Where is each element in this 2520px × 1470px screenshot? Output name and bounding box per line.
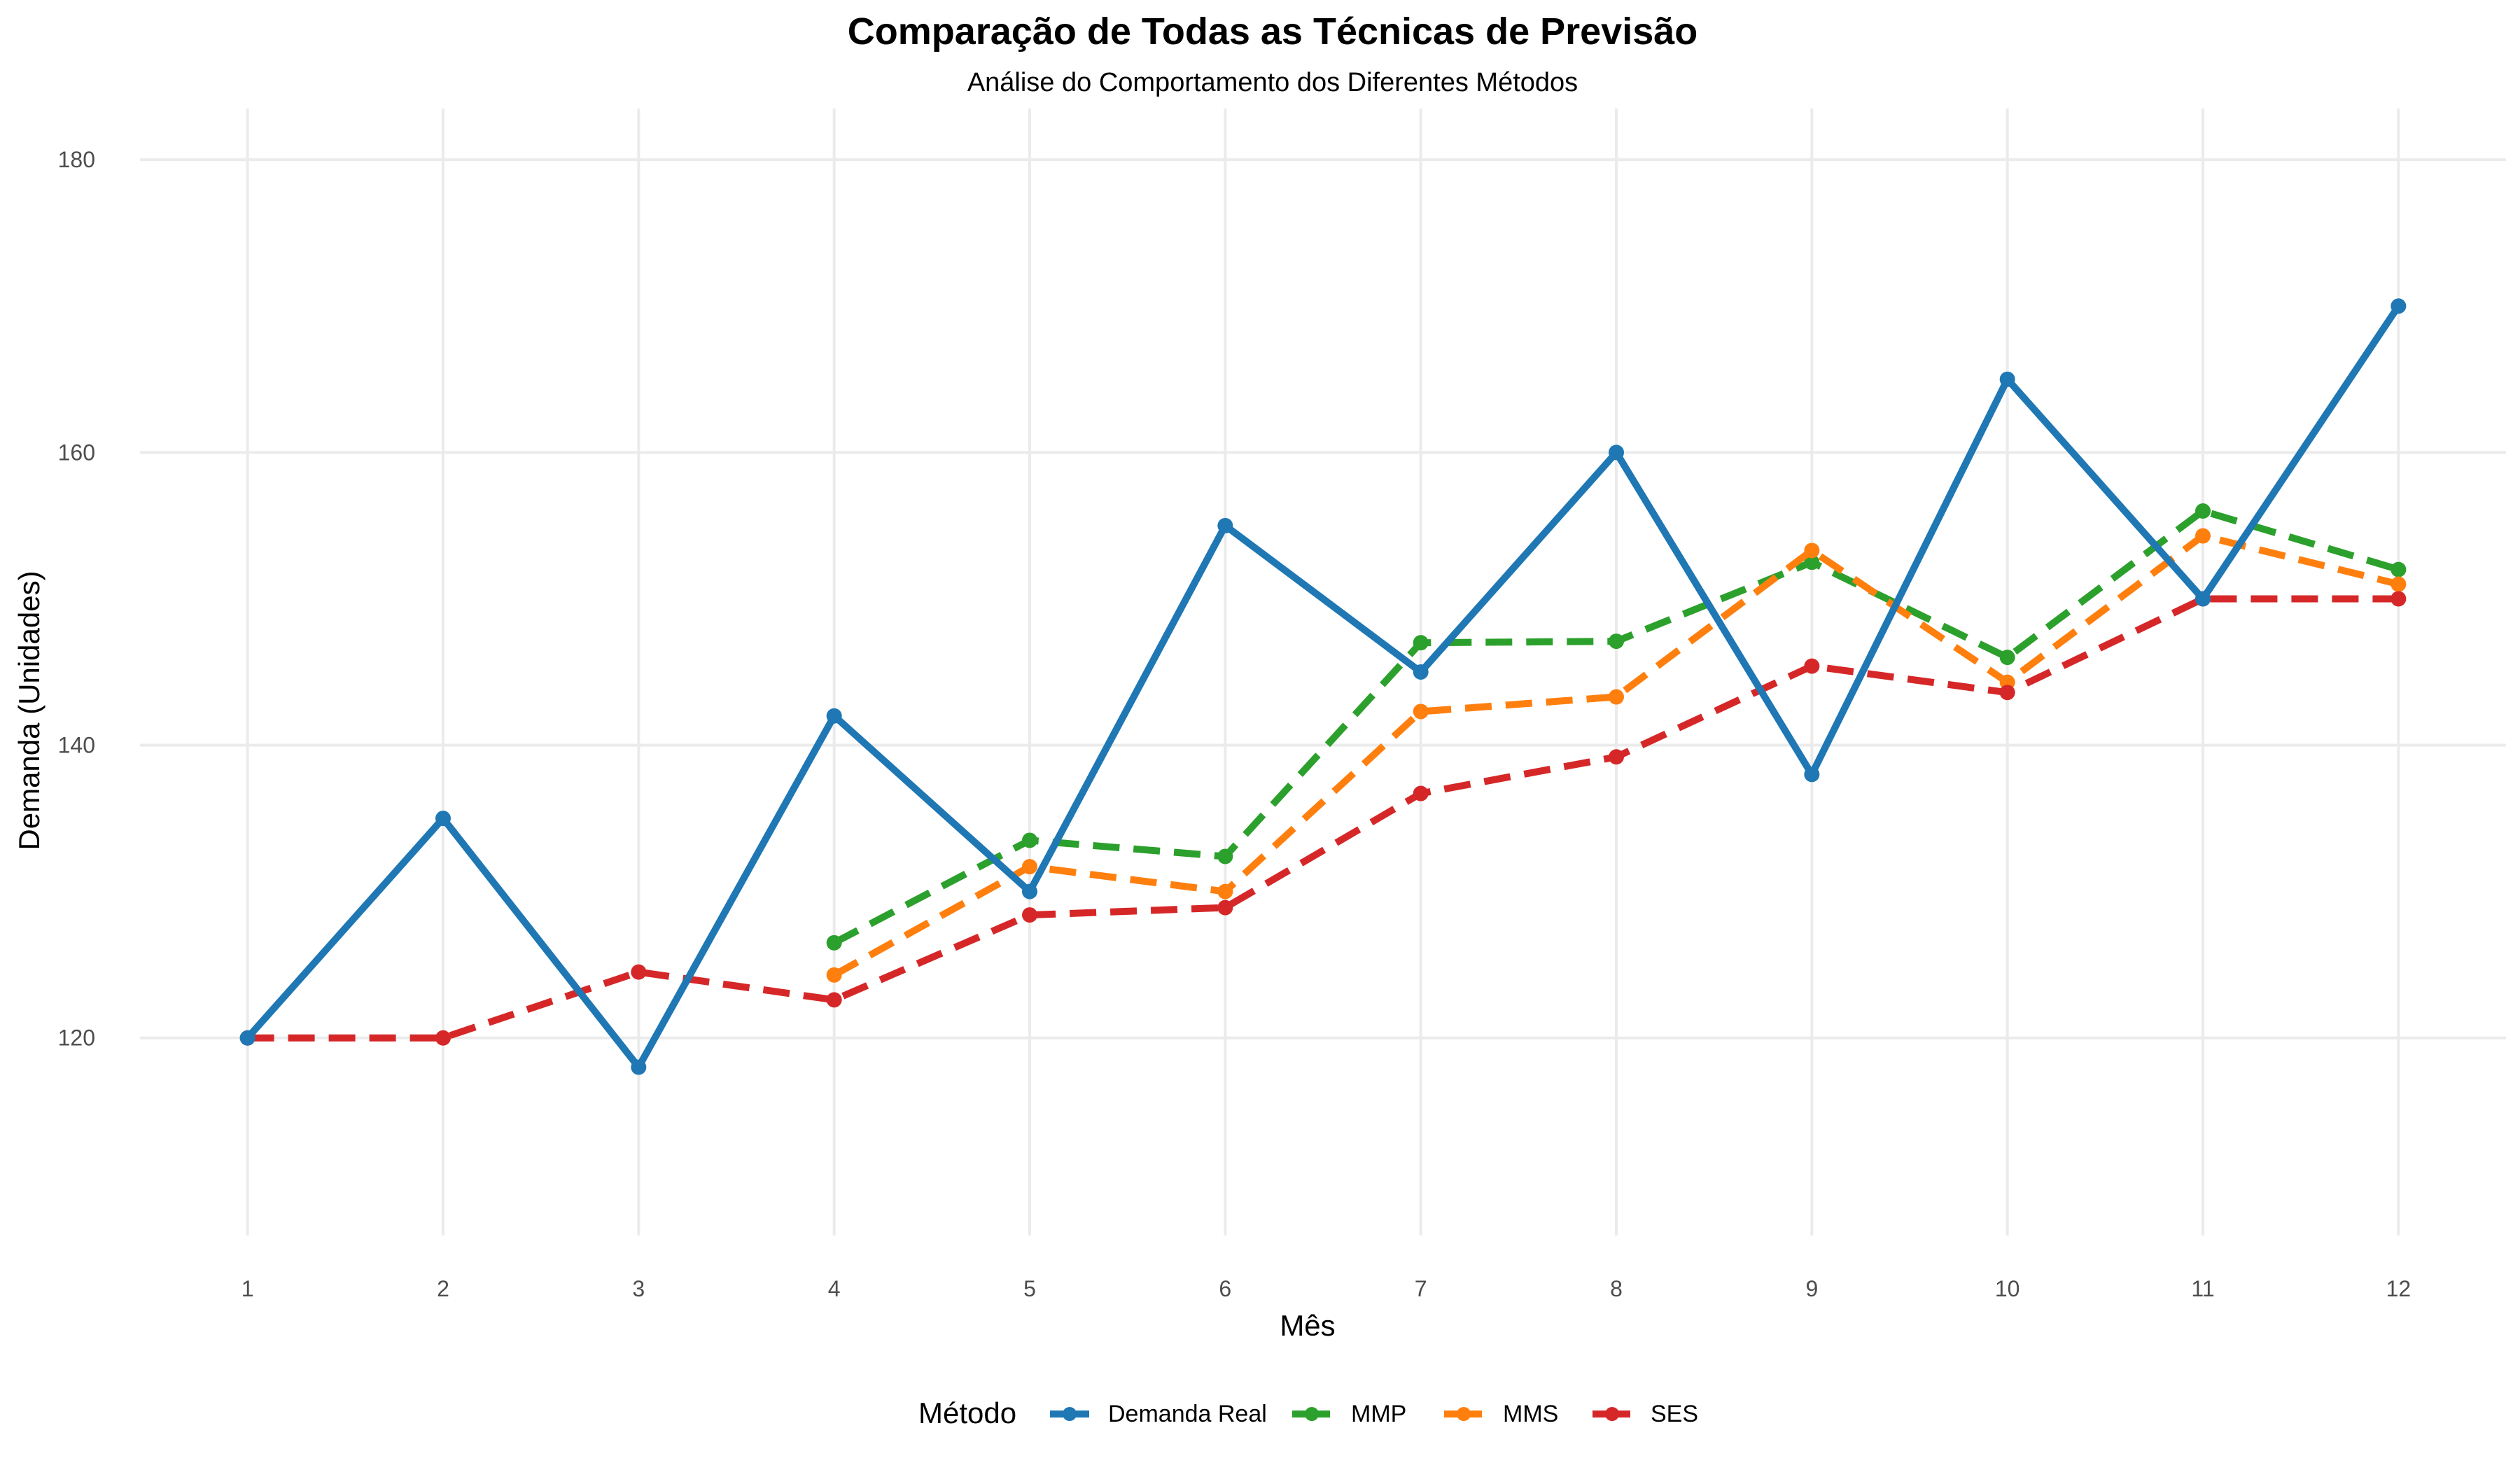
point-mms [826, 967, 842, 983]
point-demanda-real [1999, 371, 2015, 387]
chart-title: Comparação de Todas as Técnicas de Previ… [848, 10, 1698, 52]
series-layer [239, 298, 2407, 1075]
point-mmp [826, 934, 842, 951]
legend-item-mms: MMS [1444, 1401, 1558, 1427]
point-ses [1021, 907, 1037, 923]
x-tick-label: 6 [1219, 1276, 1231, 1301]
x-tick-label: 9 [1805, 1276, 1818, 1301]
point-demanda-real [435, 811, 451, 827]
point-ses [1609, 749, 1625, 765]
point-mms [1609, 689, 1625, 705]
series-ses [239, 591, 2407, 1046]
point-mmp [1413, 635, 1429, 651]
legend-key-point [1063, 1407, 1077, 1421]
x-tick-label: 2 [437, 1276, 449, 1301]
point-mms [1413, 704, 1429, 720]
point-mmp [1999, 650, 2015, 666]
series-mms [826, 528, 2407, 983]
grid-lines [140, 108, 2506, 1236]
point-mms [1804, 542, 1820, 559]
point-demanda-real [826, 708, 842, 724]
y-tick-label: 140 [58, 733, 95, 758]
y-tick-label: 180 [58, 147, 95, 172]
point-mmp [2195, 503, 2211, 519]
point-mms [2390, 576, 2407, 592]
point-demanda-real [239, 1030, 255, 1046]
point-mmp [1609, 634, 1625, 650]
x-tick-label: 1 [241, 1276, 254, 1301]
y-tick-label: 160 [58, 440, 95, 465]
legend-label: Demanda Real [1108, 1401, 1267, 1427]
x-axis-label: Mês [1280, 1309, 1335, 1342]
y-tick-label: 120 [58, 1026, 95, 1051]
x-tick-label: 4 [828, 1276, 841, 1301]
legend-label: MMP [1351, 1401, 1406, 1427]
legend-title: Método [918, 1396, 1016, 1429]
legend-label: SES [1651, 1401, 1698, 1427]
point-ses [631, 964, 647, 980]
x-tick-label: 5 [1023, 1276, 1036, 1301]
legend-key-point [1605, 1407, 1619, 1421]
series-mmp [826, 503, 2407, 951]
point-ses [1413, 785, 1429, 802]
chart-subtitle: Análise do Comportamento dos Diferentes … [967, 68, 1578, 97]
point-demanda-real [1804, 766, 1820, 783]
x-tick-label: 11 [2191, 1276, 2214, 1301]
point-ses [826, 992, 842, 1008]
point-demanda-real [1217, 517, 1233, 533]
point-demanda-real [1609, 444, 1625, 461]
x-tick-label: 12 [2386, 1276, 2412, 1301]
x-tick-label: 8 [1610, 1276, 1623, 1301]
x-tick-labels: 1 2 3 4 5 6 7 8 9 10 11 12 [241, 1276, 2411, 1301]
point-ses [1804, 658, 1820, 674]
x-tick-label: 3 [632, 1276, 645, 1301]
legend-item-demanda-real: Demanda Real [1050, 1401, 1267, 1427]
point-ses [435, 1030, 451, 1046]
legend-key-point [1305, 1407, 1319, 1421]
line-demanda-real [244, 304, 2402, 1071]
y-axis-label: Demanda (Unidades) [13, 570, 46, 850]
point-mmp [1804, 554, 1820, 570]
point-demanda-real [631, 1059, 647, 1075]
point-ses [1999, 685, 2015, 701]
point-demanda-real [2195, 591, 2211, 607]
x-tick-label: 7 [1415, 1276, 1427, 1301]
point-ses [2390, 591, 2407, 607]
point-demanda-real [2390, 298, 2407, 314]
legend-label: MMS [1503, 1401, 1558, 1427]
point-mms [1021, 859, 1037, 875]
legend-item-ses: SES [1592, 1401, 1698, 1427]
point-demanda-real [1413, 664, 1429, 680]
x-tick-label: 10 [1995, 1276, 2020, 1301]
point-ses [1217, 899, 1233, 916]
line-ses [247, 595, 2399, 1042]
point-demanda-real [1021, 883, 1037, 899]
point-mmp [1217, 848, 1233, 864]
point-mmp [1021, 832, 1037, 848]
legend: Método Demanda Real MMP MMS SES [918, 1396, 1698, 1429]
legend-item-mmp: MMP [1292, 1401, 1406, 1427]
point-mmp [2390, 561, 2407, 578]
line-mms [832, 532, 2400, 979]
point-mms [1217, 883, 1233, 899]
y-tick-labels: 120 140 160 180 [58, 147, 95, 1051]
point-mms [2195, 528, 2211, 544]
series-demanda-real [239, 298, 2407, 1075]
legend-key-point [1457, 1407, 1471, 1421]
